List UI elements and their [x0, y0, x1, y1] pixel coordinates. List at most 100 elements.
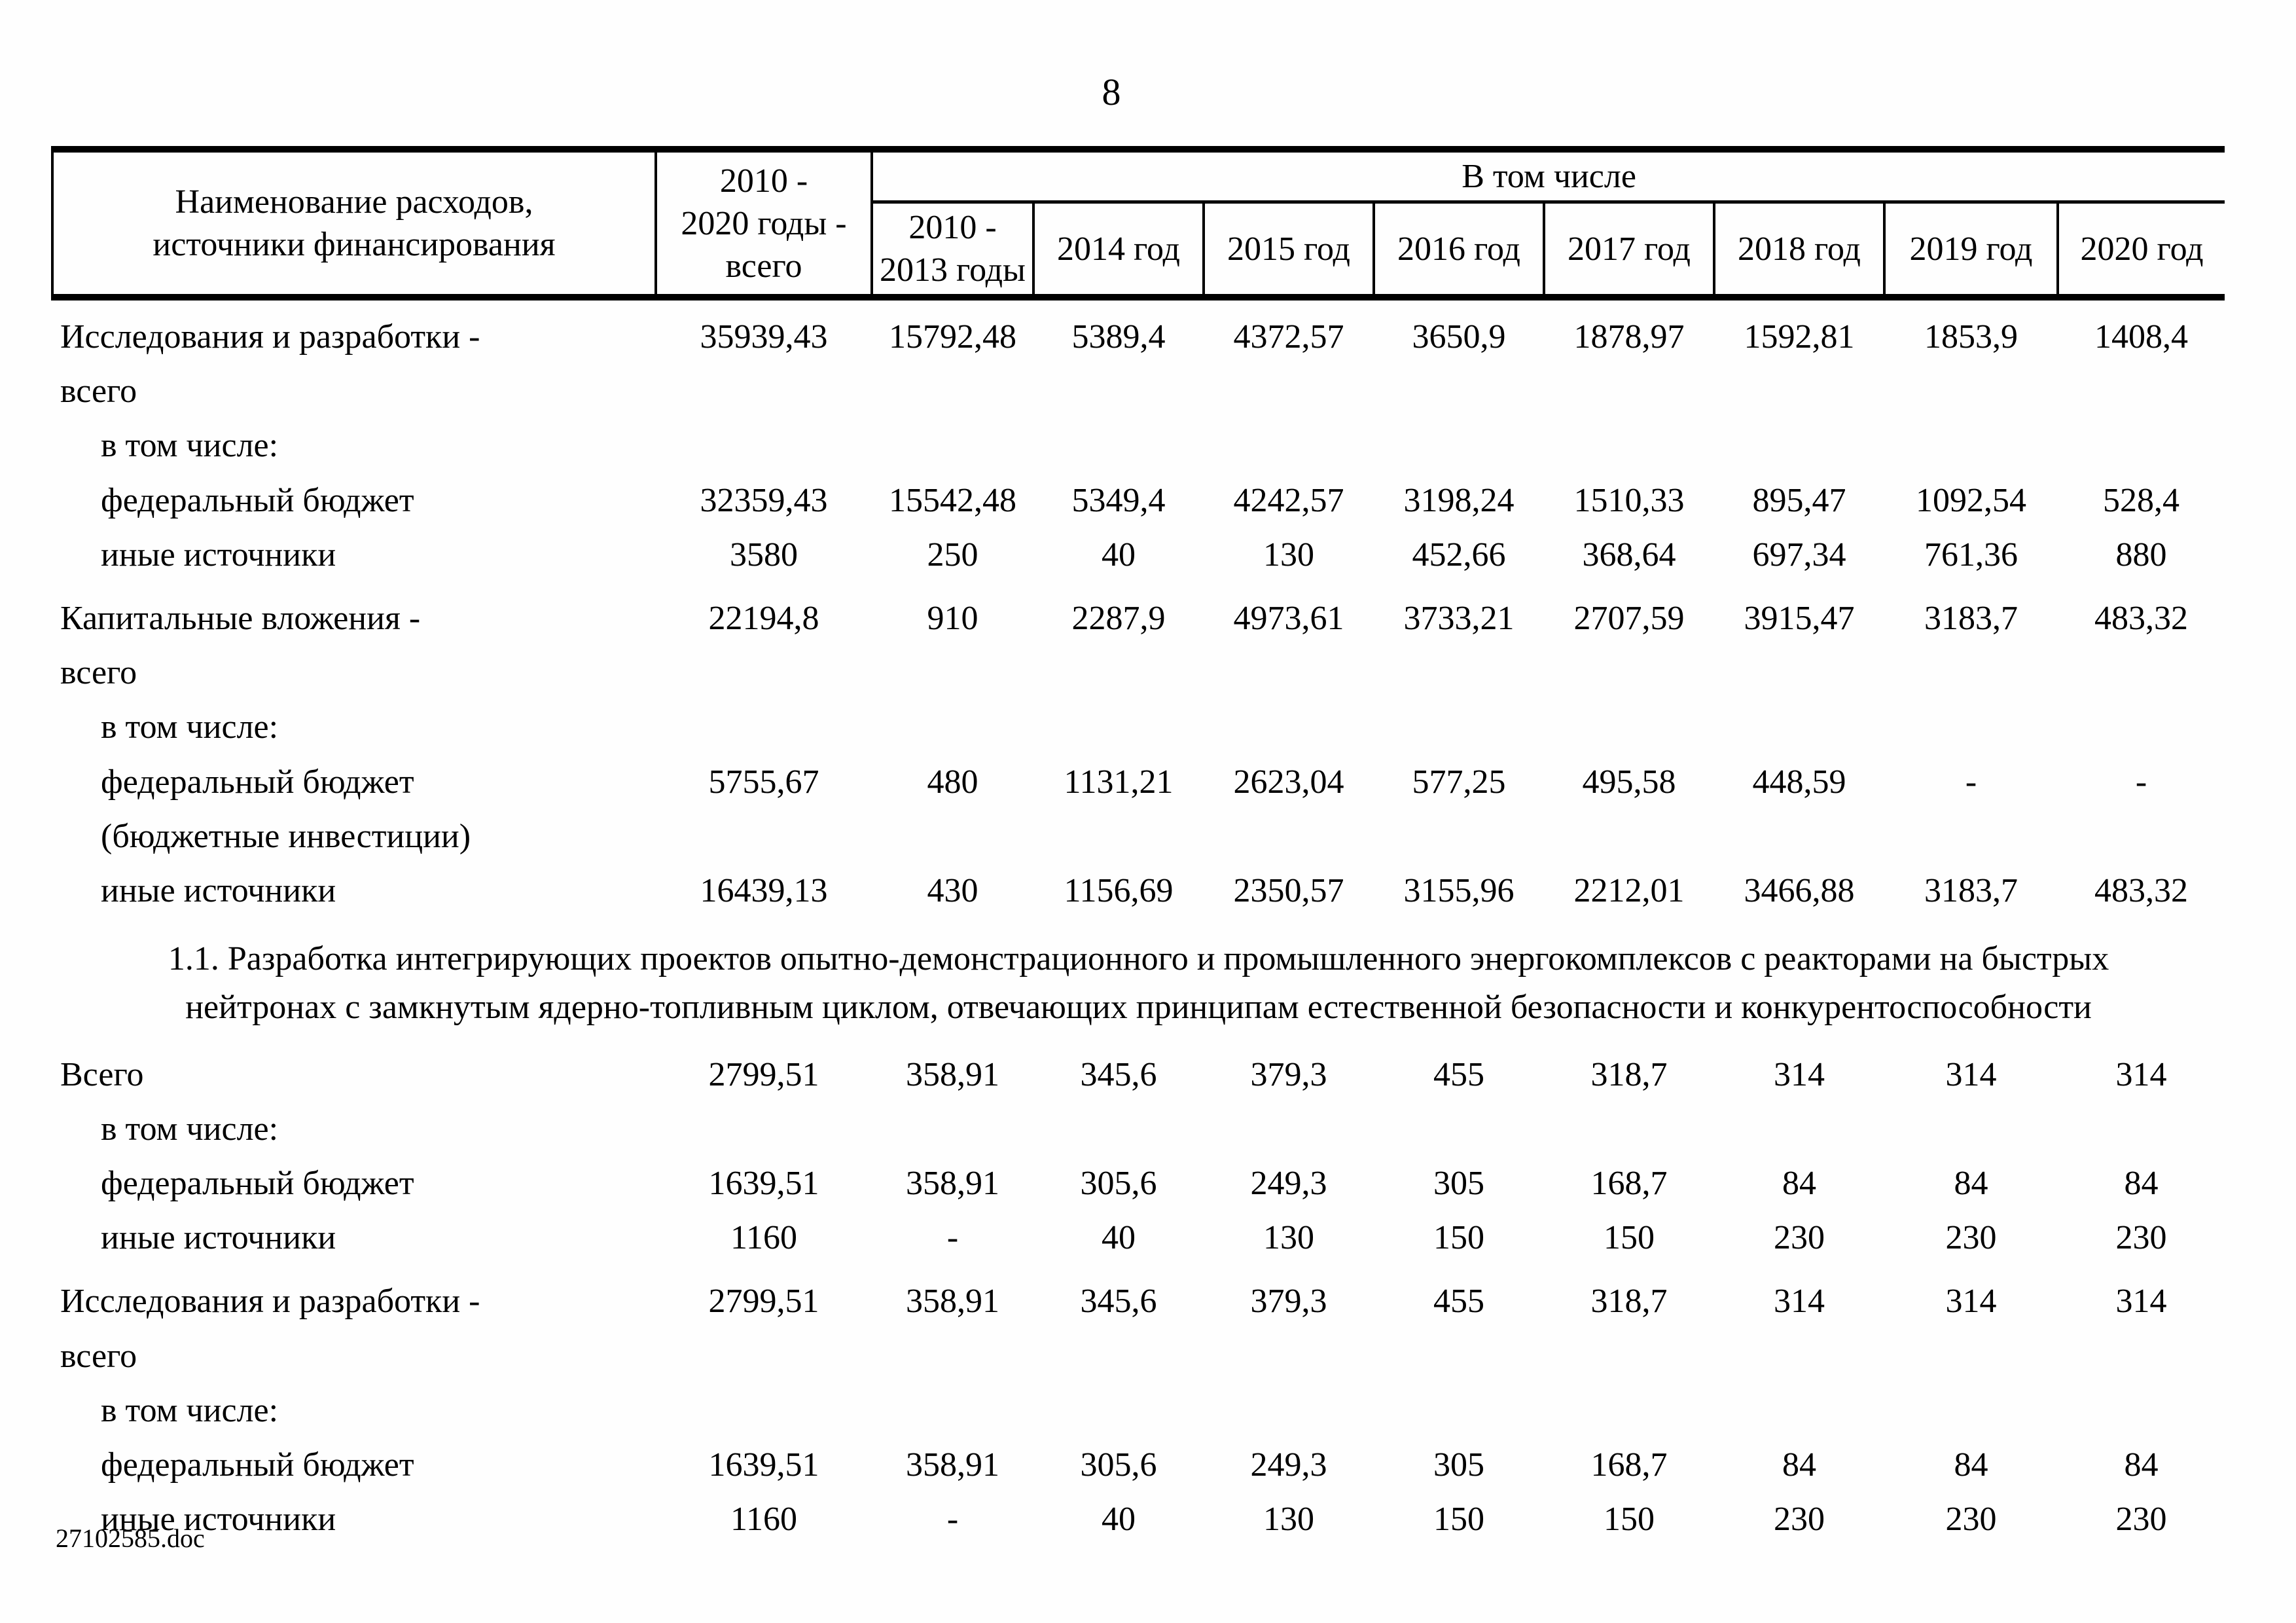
- row-value: 2212,01: [1573, 871, 1685, 909]
- table-row: в том числе:: [52, 1383, 2225, 1438]
- row-value: [1544, 418, 1714, 473]
- row-label: Исследования и разработки - всего: [60, 318, 480, 410]
- row-value: 84: [1782, 1446, 1816, 1484]
- row-value: 4242,57: [1233, 481, 1344, 519]
- row-label: иные источники: [101, 1501, 336, 1539]
- row-value: [656, 1383, 872, 1438]
- row-value: 2287,9: [1071, 599, 1166, 637]
- row-value: 35939,43: [700, 318, 828, 356]
- row-value: 314: [1774, 1055, 1825, 1093]
- row-value: 5755,67: [708, 763, 819, 801]
- row-value: 230: [1774, 1219, 1825, 1257]
- row-value: 577,25: [1412, 763, 1506, 801]
- table-row: Исследования и разработки - всего 2799,51…: [52, 1265, 2225, 1383]
- table-row: в том числе:: [52, 700, 2225, 754]
- row-label: иные источники: [101, 871, 336, 909]
- table-row: федеральный бюджет 1639,51 358,91 305,6 249,…: [52, 1156, 2225, 1211]
- row-value: [1033, 1383, 1204, 1438]
- row-value: 84: [1954, 1165, 1988, 1203]
- row-value: 761,36: [1924, 536, 2018, 574]
- table-row: Исследования и разработки - всего 35939,4…: [52, 297, 2225, 418]
- row-label: Капитальные вложения - всего: [60, 599, 421, 692]
- row-value: 230: [1945, 1501, 1997, 1539]
- row-value: 150: [1433, 1501, 1484, 1539]
- row-value: -: [946, 1501, 959, 1539]
- row-value: [1374, 700, 1544, 754]
- table-row: в том числе:: [52, 1102, 2225, 1156]
- row-value: 230: [1774, 1501, 1825, 1539]
- row-value: 483,32: [2094, 599, 2189, 637]
- row-value: 2350,57: [1233, 871, 1344, 909]
- row-value: 358,91: [906, 1283, 999, 1321]
- year-column-header: 2020 год: [2056, 200, 2225, 301]
- row-value: 345,6: [1080, 1283, 1157, 1321]
- row-value: 40: [1102, 536, 1136, 574]
- row-value: 448,59: [1752, 763, 1846, 801]
- expenses-financing-table: Наименование расходов, источники финанси…: [51, 146, 2225, 1546]
- row-value: 1878,97: [1573, 318, 1685, 356]
- row-value: [1884, 1102, 2058, 1156]
- row-value: 5349,4: [1071, 481, 1166, 519]
- row-value: 2799,51: [708, 1283, 819, 1321]
- year-column-header: 2016 год: [1372, 200, 1545, 301]
- row-value: 2623,04: [1233, 763, 1344, 801]
- row-value: 150: [1604, 1219, 1655, 1257]
- row-value: 305,6: [1080, 1446, 1157, 1484]
- row-value: 249,3: [1250, 1165, 1327, 1203]
- section-row: 1.1. Разработка интегрирующих проектов о…: [52, 918, 2225, 1038]
- row-value: 3733,21: [1403, 599, 1515, 637]
- row-value: 3466,88: [1744, 871, 1855, 909]
- row-value: 495,58: [1582, 763, 1676, 801]
- year-column-header: 2017 год: [1543, 200, 1715, 301]
- table-row: иные источники 1160 - 40 130 150 150 230 230 230: [52, 1211, 2225, 1265]
- table-row: федеральный бюджет 1639,51 358,91 305,6 249,…: [52, 1438, 2225, 1492]
- row-value: [1714, 700, 1884, 754]
- table-row: федеральный бюджет 32359,43 15542,48 5349,4…: [52, 473, 2225, 528]
- row-value: [1884, 700, 2058, 754]
- row-value: [1884, 418, 2058, 473]
- row-value: 230: [1945, 1219, 1997, 1257]
- header-year-row: 2010 - 2013 годы 2014 год 2015 год 2016 год…: [52, 200, 2225, 301]
- row-value: [872, 700, 1033, 754]
- table-row: Капитальные вложения - всего 22194,8 910 22…: [52, 582, 2225, 700]
- row-value: 3650,9: [1412, 318, 1506, 356]
- row-value: 15792,48: [889, 318, 1016, 356]
- row-value: 84: [2124, 1165, 2159, 1203]
- row-label: федеральный бюджет (бюджетные инвестиции…: [101, 763, 471, 855]
- row-value: 314: [2115, 1055, 2167, 1093]
- row-value: 32359,43: [700, 481, 828, 519]
- row-value: [1204, 418, 1374, 473]
- row-value: [1204, 700, 1374, 754]
- row-value: 910: [927, 599, 978, 637]
- row-label: федеральный бюджет: [101, 1165, 414, 1203]
- row-label: в том числе:: [101, 708, 279, 746]
- row-value: [872, 418, 1033, 473]
- row-value: 3580: [730, 536, 798, 574]
- row-value: [1544, 700, 1714, 754]
- row-value: 318,7: [1590, 1283, 1668, 1321]
- row-value: 250: [927, 536, 978, 574]
- row-value: [1033, 418, 1204, 473]
- row-value: 249,3: [1250, 1446, 1327, 1484]
- row-value: 150: [1433, 1219, 1484, 1257]
- row-value: 455: [1433, 1283, 1484, 1321]
- row-value: 150: [1604, 1501, 1655, 1539]
- row-value: [1884, 1383, 2058, 1438]
- row-value: 1510,33: [1573, 481, 1685, 519]
- year-column-header: 2010 - 2013 годы: [870, 200, 1035, 301]
- row-value: 455: [1433, 1055, 1484, 1093]
- row-value: 318,7: [1590, 1055, 1668, 1093]
- row-value: -: [946, 1219, 959, 1257]
- row-value: 1156,69: [1064, 871, 1174, 909]
- row-value: 1160: [730, 1501, 798, 1539]
- row-value: 314: [1774, 1283, 1825, 1321]
- row-value: 480: [927, 763, 978, 801]
- row-value: 358,91: [906, 1165, 999, 1203]
- row-value: 1592,81: [1744, 318, 1855, 356]
- row-value: [1033, 1102, 1204, 1156]
- row-value: 314: [1945, 1055, 1997, 1093]
- year-column-header: 2015 год: [1202, 200, 1375, 301]
- header-group-including: В том числе: [870, 146, 2225, 204]
- row-value: 3915,47: [1744, 599, 1855, 637]
